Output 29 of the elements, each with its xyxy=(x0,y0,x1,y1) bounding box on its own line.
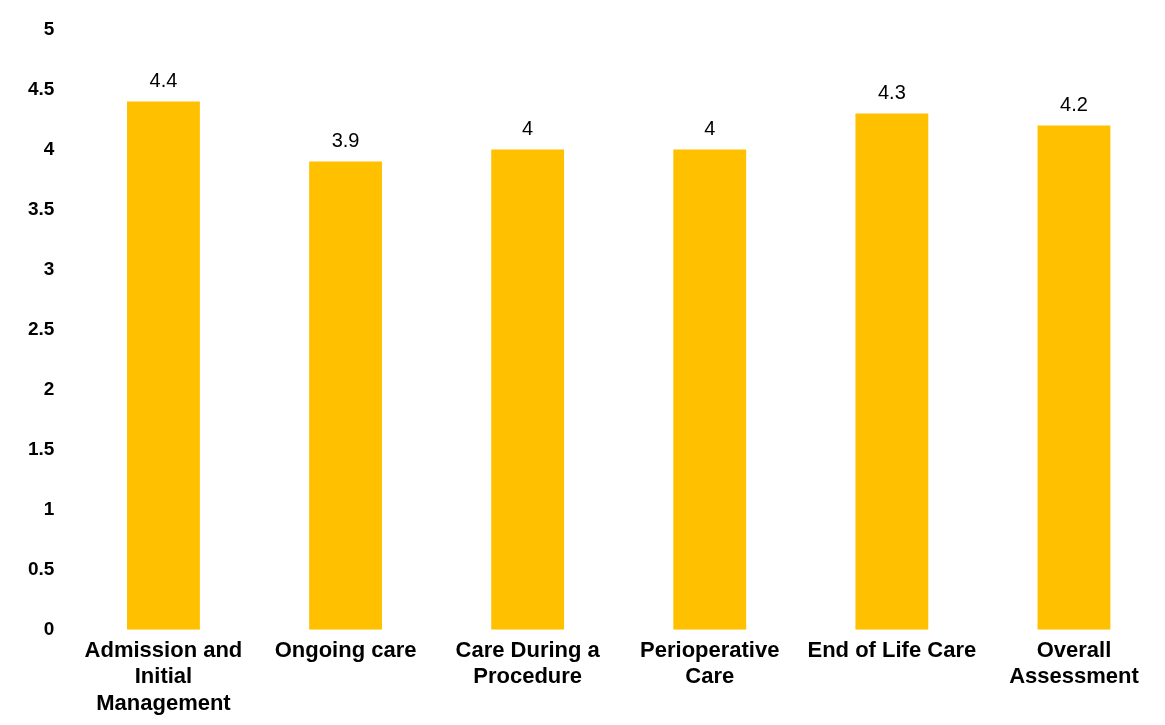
y-tick-label: 3 xyxy=(43,257,55,279)
bar xyxy=(1037,125,1111,630)
y-tick-label: 4 xyxy=(43,137,55,159)
y-tick-label: 2 xyxy=(43,377,55,399)
y-tick-label: 0.5 xyxy=(27,557,55,579)
y-tick-label: 5 xyxy=(43,17,55,39)
x-tick-label: Care During a Procedure xyxy=(455,637,601,689)
bar xyxy=(855,113,929,630)
bar xyxy=(673,149,747,630)
y-tick-label: 4.5 xyxy=(27,77,55,99)
y-tick-label: 1 xyxy=(43,497,55,519)
x-tick-label: Perioperative Care xyxy=(640,637,780,689)
y-tick-label: 2.5 xyxy=(27,317,55,339)
x-tick-label: Ongoing care xyxy=(274,637,417,663)
x-tick-label: End of Life Care xyxy=(807,637,977,663)
y-tick-label: 3.5 xyxy=(27,197,55,219)
bar xyxy=(309,161,382,630)
data-label: 3.9 xyxy=(331,129,360,151)
x-tick-label: Overall Assessment xyxy=(1009,637,1140,689)
bar xyxy=(491,149,565,630)
data-label: 4.2 xyxy=(1060,92,1088,115)
y-tick-label: 0 xyxy=(43,618,55,640)
bar xyxy=(127,101,200,630)
data-label: 4.3 xyxy=(877,80,906,103)
data-label: 4.4 xyxy=(149,68,178,91)
data-label: 4 xyxy=(522,117,534,139)
data-label: 4 xyxy=(704,117,716,139)
y-tick-label: 1.5 xyxy=(27,437,55,459)
x-tick-label: Admission and Initial Management xyxy=(84,637,243,715)
